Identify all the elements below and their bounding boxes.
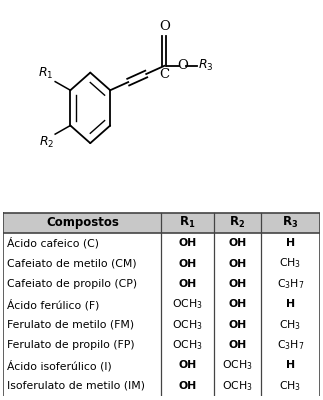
Text: OH: OH <box>228 299 246 309</box>
Text: H: H <box>286 238 295 248</box>
Text: H: H <box>286 360 295 370</box>
Text: $\mathregular{C_3H_7}$: $\mathregular{C_3H_7}$ <box>277 277 304 291</box>
Text: $\mathbf{R_2}$: $\mathbf{R_2}$ <box>229 215 245 230</box>
Text: $\mathregular{CH_3}$: $\mathregular{CH_3}$ <box>279 257 302 270</box>
Text: OH: OH <box>228 340 246 350</box>
Text: Ácido cafeico (C): Ácido cafeico (C) <box>7 237 99 249</box>
Text: $\mathregular{OCH_3}$: $\mathregular{OCH_3}$ <box>222 379 253 393</box>
Text: $\mathregular{OCH_3}$: $\mathregular{OCH_3}$ <box>222 399 253 400</box>
Text: $\mathregular{OCH_3}$: $\mathregular{OCH_3}$ <box>172 338 203 352</box>
Text: OH: OH <box>179 238 197 248</box>
Text: $\mathregular{CH_3}$: $\mathregular{CH_3}$ <box>279 379 302 393</box>
Text: $R_3$: $R_3$ <box>198 58 214 73</box>
Text: $\mathregular{OCH_3}$: $\mathregular{OCH_3}$ <box>172 297 203 311</box>
Text: OH: OH <box>228 258 246 268</box>
Text: $\mathregular{C_3H_7}$: $\mathregular{C_3H_7}$ <box>277 338 304 352</box>
Text: $R_2$: $R_2$ <box>39 135 54 150</box>
Text: $\mathbf{R_1}$: $\mathbf{R_1}$ <box>179 215 196 230</box>
Text: OH: OH <box>228 320 246 330</box>
Text: Ferulato de metilo (FM): Ferulato de metilo (FM) <box>7 320 134 330</box>
Text: H: H <box>286 299 295 309</box>
Text: Cafeiato de propilo (CP): Cafeiato de propilo (CP) <box>7 279 137 289</box>
Text: Ferulato de propilo (FP): Ferulato de propilo (FP) <box>7 340 135 350</box>
Text: OH: OH <box>179 279 197 289</box>
Text: OH: OH <box>228 279 246 289</box>
Text: O: O <box>177 59 188 72</box>
Text: $\mathregular{CH_3}$: $\mathregular{CH_3}$ <box>279 318 302 332</box>
Text: Compostos: Compostos <box>46 216 119 229</box>
Bar <box>3 212 320 400</box>
Text: Cafeiato de metilo (CM): Cafeiato de metilo (CM) <box>7 258 137 268</box>
Text: OH: OH <box>179 258 197 268</box>
Text: $\mathregular{OCH_3}$: $\mathregular{OCH_3}$ <box>222 358 253 372</box>
Text: OH: OH <box>179 381 197 391</box>
Text: $\mathregular{OCH_3}$: $\mathregular{OCH_3}$ <box>172 318 203 332</box>
Text: $\mathregular{C_3H_7}$: $\mathregular{C_3H_7}$ <box>277 399 304 400</box>
Bar <box>3 212 320 233</box>
Text: $R_1$: $R_1$ <box>38 66 54 81</box>
Text: O: O <box>159 20 170 33</box>
Text: Ácido isoferúlico (I): Ácido isoferúlico (I) <box>7 360 112 371</box>
Text: C: C <box>159 68 169 81</box>
Text: Isoferulato de metilo (IM): Isoferulato de metilo (IM) <box>7 381 145 391</box>
Text: OH: OH <box>228 238 246 248</box>
Text: $\mathbf{R_3}$: $\mathbf{R_3}$ <box>282 215 298 230</box>
Text: OH: OH <box>179 360 197 370</box>
Text: Ácido ferúlico (F): Ácido ferúlico (F) <box>7 298 99 310</box>
